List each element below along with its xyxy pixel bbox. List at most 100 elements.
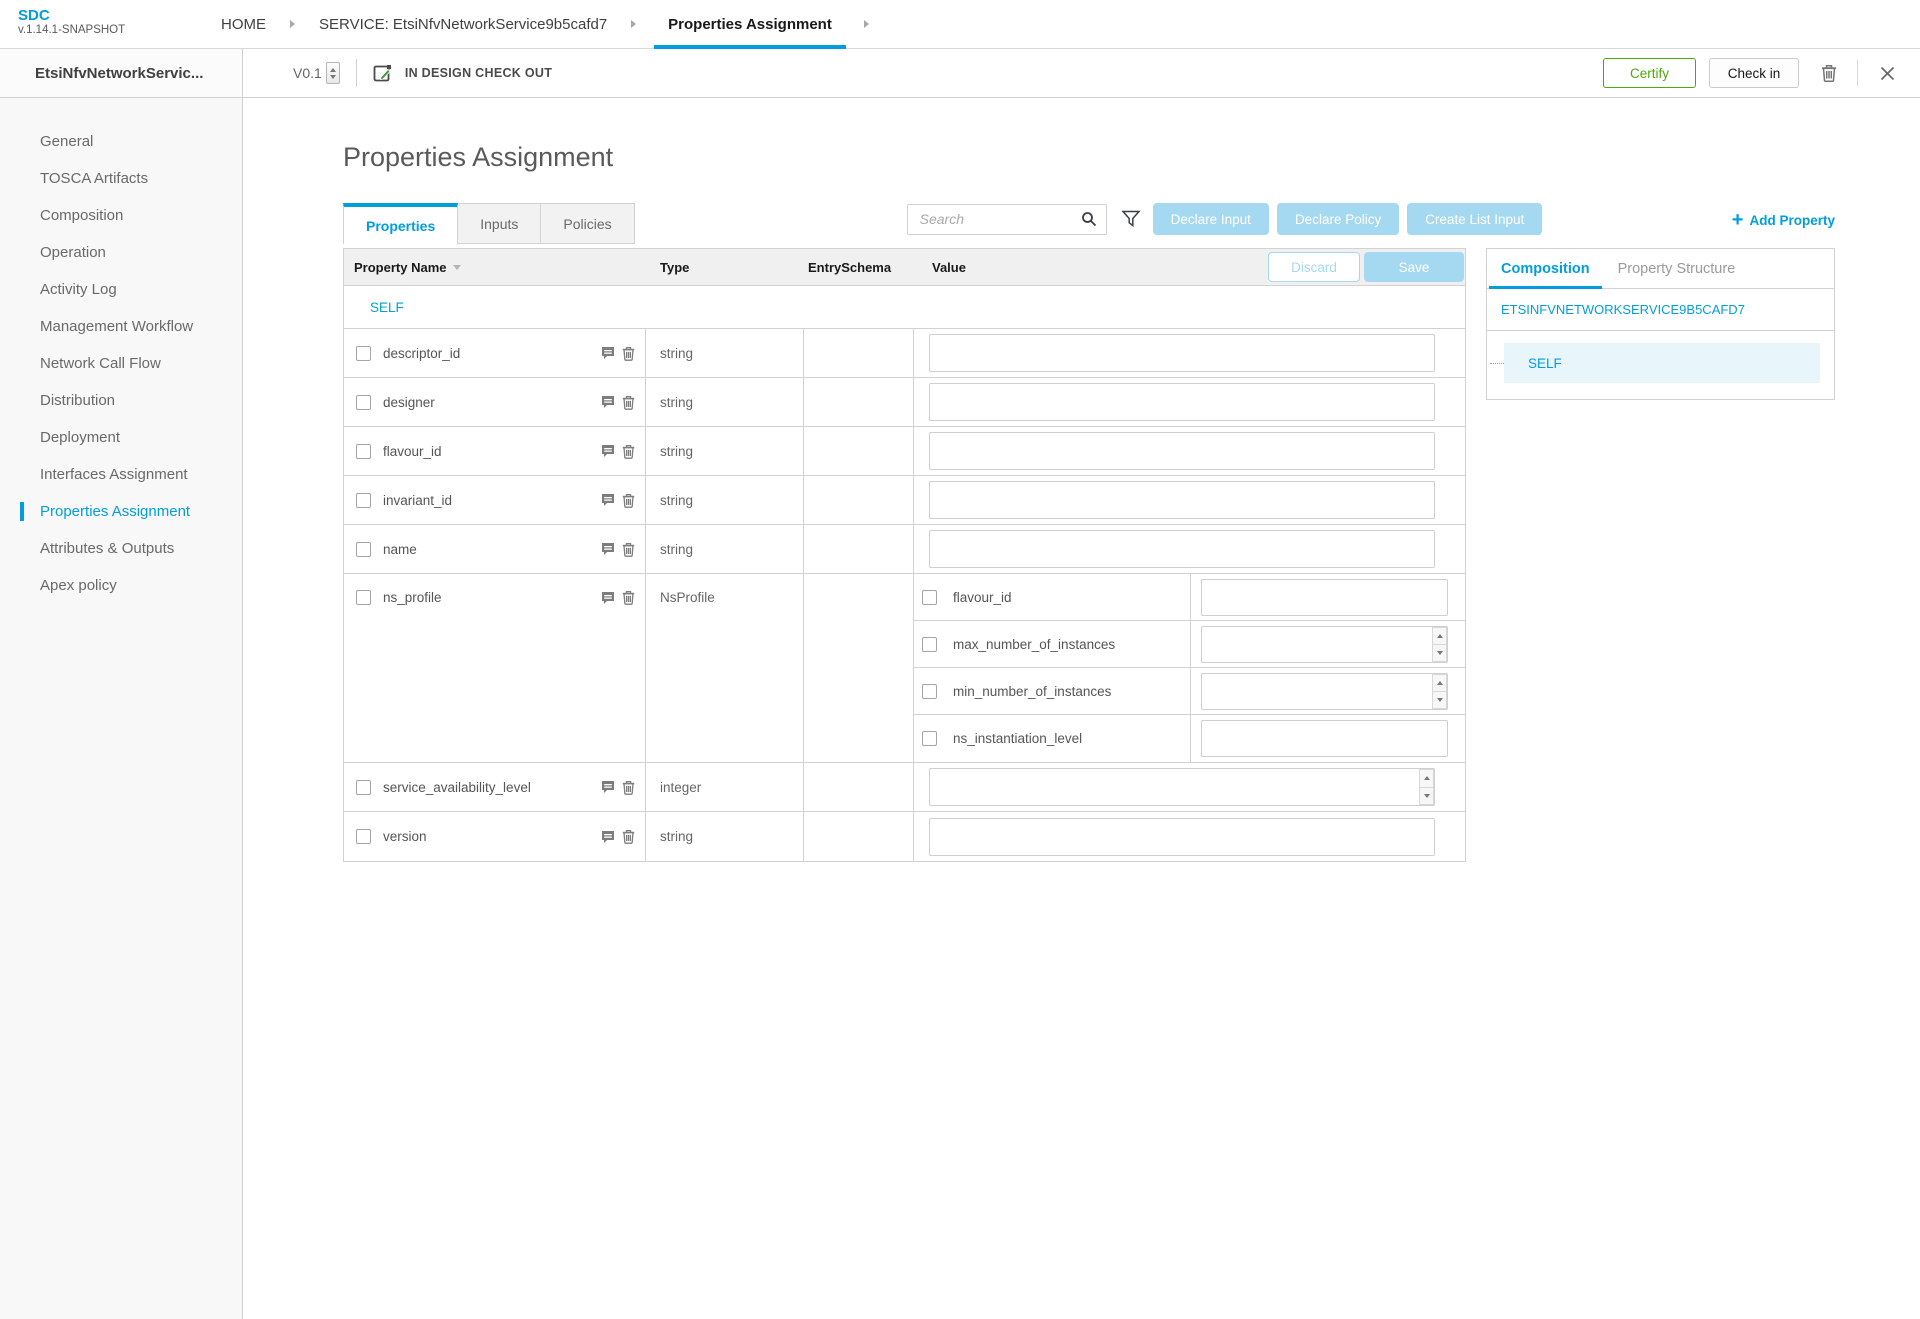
tab-inputs[interactable]: Inputs [458,203,542,244]
comment-icon[interactable] [601,395,615,409]
toolbar-divider [355,59,357,87]
delete-property-icon[interactable] [622,780,635,795]
row-checkbox[interactable] [356,345,371,361]
spinner-up-icon[interactable] [1432,673,1447,691]
column-header-entryschema[interactable]: EntrySchema [808,259,892,275]
comment-icon[interactable] [601,444,615,458]
property-name-label: ns_profile [383,590,442,605]
row-checkbox[interactable] [922,683,937,699]
property-value-input[interactable] [929,432,1435,470]
delete-property-icon[interactable] [622,829,635,844]
number-spinner[interactable] [1432,626,1447,662]
sidebar-item-activity-log[interactable]: Activity Log [40,281,117,298]
declare-policy-button[interactable]: Declare Policy [1276,203,1400,235]
spinner-up-icon[interactable] [1419,769,1434,787]
comment-icon[interactable] [601,830,615,844]
column-header-type[interactable]: Type [660,259,690,275]
row-checkbox[interactable] [356,541,371,557]
property-value-input[interactable] [929,481,1435,519]
component-link[interactable]: ETSINFVNETWORKSERVICE9B5CAFD7 [1487,289,1834,331]
add-property-button[interactable]: + Add Property [1732,210,1835,230]
property-value-input[interactable] [929,768,1435,806]
number-spinner[interactable] [1432,673,1447,709]
breadcrumb-properties-assignment[interactable]: Properties Assignment [654,0,846,49]
sub-property-value-input[interactable] [1201,625,1448,663]
sub-property-value-input[interactable] [1201,672,1448,710]
spinner-down-icon[interactable] [1432,643,1447,662]
row-checkbox[interactable] [356,394,371,410]
self-group-link[interactable]: SELF [370,299,404,315]
delete-property-icon[interactable] [622,590,635,605]
row-checkbox[interactable] [922,731,937,746]
search-input[interactable] [907,211,1081,227]
row-checkbox[interactable] [922,589,937,605]
property-name-label: service_availability_level [383,779,531,795]
sidebar-item-management-workflow[interactable]: Management Workflow [40,318,194,335]
discard-button[interactable]: Discard [1268,252,1360,282]
sidebar-item-deployment[interactable]: Deployment [40,429,121,446]
sidebar-item-distribution[interactable]: Distribution [40,392,116,409]
sidebar-item-operation[interactable]: Operation [40,244,106,261]
property-entryschema [804,525,914,573]
sub-property-value-input[interactable] [1201,578,1448,616]
close-icon[interactable] [1880,66,1895,81]
comment-icon[interactable] [601,591,615,605]
tab-property-structure[interactable]: Property Structure [1617,260,1736,277]
delete-property-icon[interactable] [622,493,635,508]
table-row-service-availability-level: service_availability_level [344,763,1465,812]
spinner-up-icon[interactable] [1432,626,1447,644]
tree-node-self[interactable]: SELF [1504,343,1820,383]
sub-property-min-number-of-instances: min_number_of_instances [914,668,1465,715]
breadcrumb-home[interactable]: HOME [221,15,266,33]
row-checkbox[interactable] [356,492,371,508]
sidebar-item-general[interactable]: General [40,133,94,150]
sidebar-item-interfaces-assignment[interactable]: Interfaces Assignment [40,466,188,483]
property-value-input[interactable] [929,383,1435,421]
row-checkbox[interactable] [356,590,371,605]
sub-property-value-input[interactable] [1201,720,1448,757]
tab-properties[interactable]: Properties [343,203,459,244]
certify-button[interactable]: Certify [1603,58,1696,88]
property-name-label: descriptor_id [383,345,461,361]
sidebar-item-network-call-flow[interactable]: Network Call Flow [40,355,161,372]
row-checkbox[interactable] [922,636,937,652]
property-entryschema [804,574,914,762]
version-dropdown[interactable] [325,62,340,84]
comment-icon[interactable] [601,346,615,360]
row-checkbox[interactable] [356,443,371,459]
tab-composition[interactable]: Composition [1487,249,1604,289]
row-checkbox[interactable] [356,779,371,795]
declare-input-button[interactable]: Declare Input [1152,203,1269,235]
spinner-down-icon[interactable] [1419,786,1434,805]
sidebar-item-composition[interactable]: Composition [40,207,124,224]
delete-service-icon[interactable] [1821,64,1837,82]
sidebar-item-apex-policy[interactable]: Apex policy [40,577,117,594]
property-value-input[interactable] [929,334,1435,372]
number-spinner[interactable] [1419,769,1434,805]
save-button[interactable]: Save [1364,252,1464,282]
toolbar-divider [1857,60,1858,86]
spinner-down-icon[interactable] [1432,690,1447,709]
comment-icon[interactable] [601,780,615,794]
search-icon[interactable] [1081,211,1106,227]
tab-policies[interactable]: Policies [541,203,635,244]
breadcrumb-service[interactable]: SERVICE: EtsiNfvNetworkService9b5cafd7 [319,15,608,33]
delete-property-icon[interactable] [622,346,635,361]
property-value-input[interactable] [929,530,1435,568]
sidebar-item-tosca-artifacts[interactable]: TOSCA Artifacts [40,170,149,187]
spinner-up-icon [329,67,336,72]
comment-icon[interactable] [601,493,615,507]
column-header-property-name[interactable]: Property Name [344,249,646,285]
comment-icon[interactable] [601,542,615,556]
sidebar-item-properties-assignment[interactable]: Properties Assignment [0,493,242,530]
delete-property-icon[interactable] [622,395,635,410]
sidebar-item-attributes-outputs[interactable]: Attributes & Outputs [40,540,175,557]
filter-icon[interactable] [1120,209,1141,229]
delete-property-icon[interactable] [622,444,635,459]
delete-property-icon[interactable] [622,542,635,557]
row-checkbox[interactable] [356,829,371,844]
property-value-input[interactable] [929,817,1435,856]
check-in-button[interactable]: Check in [1709,58,1799,88]
create-list-input-button[interactable]: Create List Input [1407,203,1543,235]
property-name-label: designer [383,394,435,410]
